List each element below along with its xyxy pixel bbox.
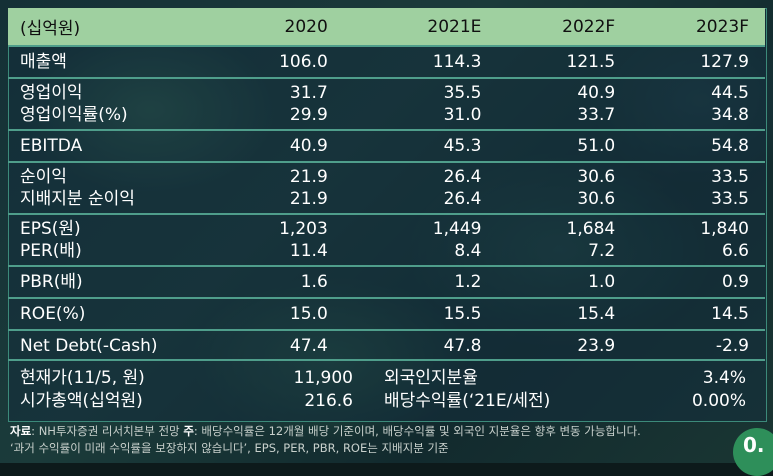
source-text: : NH투자증권 리서치본부 전망 bbox=[31, 424, 184, 438]
unit-header: (십억원) bbox=[20, 19, 81, 39]
row-value: 1,449 bbox=[432, 219, 482, 239]
note-label: 주 bbox=[183, 424, 194, 438]
row-value: 35.5 bbox=[443, 83, 482, 103]
year-header: 2020 bbox=[284, 16, 328, 37]
foreign-ownership-label: 외국인지분율 bbox=[384, 368, 478, 388]
row-value: 23.9 bbox=[577, 336, 616, 356]
row-value: 26.4 bbox=[443, 167, 482, 187]
row-label: 순이익 bbox=[20, 167, 67, 187]
row-label: 지배지분 순이익 bbox=[20, 189, 135, 209]
page-badge: 0. bbox=[733, 428, 773, 476]
row-value: 8.4 bbox=[454, 241, 482, 261]
row-value: 1.6 bbox=[300, 272, 328, 292]
row-value: 47.8 bbox=[443, 336, 482, 356]
row-value: 44.5 bbox=[711, 83, 749, 103]
row-value: 15.4 bbox=[577, 304, 616, 324]
row-value: 21.9 bbox=[289, 167, 328, 187]
row-value: 6.6 bbox=[721, 241, 749, 261]
table-row: PBR(배) 1.6 1.2 1.0 0.9 bbox=[8, 266, 765, 298]
row-value: 7.2 bbox=[588, 241, 616, 261]
year-header: 2022F bbox=[562, 16, 616, 37]
row-value: 30.6 bbox=[577, 167, 616, 187]
row-value: 1.2 bbox=[454, 272, 482, 292]
row-value: 31.0 bbox=[443, 105, 482, 125]
ownership-labels: 외국인지분율 배당수익률(‘21E/세전) bbox=[384, 367, 550, 413]
table-row: Net Debt(-Cash) 47.4 47.8 23.9 -2.9 bbox=[8, 330, 765, 361]
row-value: -2.9 bbox=[715, 336, 749, 356]
row-label: PER(배) bbox=[20, 241, 82, 261]
table-row: ROE(%) 15.0 15.5 15.4 14.5 bbox=[8, 298, 765, 330]
year-header: 2021E bbox=[427, 16, 482, 37]
market-info-labels: 현재가(11/5, 원) 시가총액(십억원) bbox=[20, 367, 145, 413]
market-info-values: 11,900 216.6 bbox=[268, 367, 353, 413]
row-value: 54.8 bbox=[711, 136, 749, 156]
row-value: 51.0 bbox=[577, 136, 616, 156]
market-cap-value: 216.6 bbox=[304, 391, 353, 411]
table-row: EBITDA 40.9 45.3 51.0 54.8 bbox=[8, 130, 765, 162]
dividend-yield-label: 배당수익률(‘21E/세전) bbox=[384, 391, 551, 411]
row-label: PBR(배) bbox=[20, 272, 83, 292]
current-price-value: 11,900 bbox=[293, 368, 353, 388]
row-label: Net Debt(-Cash) bbox=[20, 336, 158, 356]
year-header: 2023F bbox=[695, 16, 749, 37]
foreign-ownership-value: 3.4% bbox=[702, 368, 746, 388]
row-value: 26.4 bbox=[443, 189, 482, 209]
row-label: ROE(%) bbox=[20, 304, 86, 324]
row-value: 0.9 bbox=[721, 272, 749, 292]
market-cap-label: 시가총액(십억원) bbox=[20, 391, 143, 411]
table-row: 순이익 21.9 26.4 30.6 33.5 bbox=[8, 162, 765, 188]
table-header-row: (십억원) 2020 2021E 2022F 2023F bbox=[8, 8, 765, 46]
row-value: 11.4 bbox=[289, 241, 328, 261]
table-row: 영업이익률(%) 29.9 31.0 33.7 34.8 bbox=[8, 104, 765, 130]
row-value: 33.5 bbox=[711, 189, 749, 209]
row-label: EBITDA bbox=[20, 136, 83, 156]
row-value: 40.9 bbox=[289, 136, 328, 156]
row-label: EPS(원) bbox=[20, 219, 81, 239]
source-label: 자료 bbox=[10, 424, 32, 438]
row-value: 34.8 bbox=[711, 105, 749, 125]
table-row: 지배지분 순이익 21.9 26.4 30.6 33.5 bbox=[8, 188, 765, 214]
row-label: 영업이익률(%) bbox=[20, 105, 128, 125]
row-value: 40.9 bbox=[577, 83, 616, 103]
row-value: 45.3 bbox=[443, 136, 482, 156]
financial-forecast-table: (십억원) 2020 2021E 2022F 2023F 매출액 106.0 114… bbox=[8, 8, 765, 361]
dividend-yield-value: 0.00% bbox=[691, 391, 746, 411]
ownership-values: 3.4% 0.00% bbox=[628, 367, 746, 413]
row-label: 매출액 bbox=[20, 52, 67, 72]
current-price-label: 현재가(11/5, 원) bbox=[20, 368, 145, 388]
table-row: EPS(원) 1,203 1,449 1,684 1,840 bbox=[8, 214, 765, 240]
row-value: 47.4 bbox=[289, 336, 328, 356]
table-frame bbox=[8, 8, 767, 422]
row-value: 30.6 bbox=[577, 189, 616, 209]
table-row: PER(배) 11.4 8.4 7.2 6.6 bbox=[8, 240, 765, 266]
row-value: 1,203 bbox=[279, 219, 328, 239]
footnote-line-1: 자료: NH투자증권 리서치본부 전망 주: 배당수익률은 12개월 배당 기준… bbox=[10, 423, 730, 440]
footnote: 자료: NH투자증권 리서치본부 전망 주: 배당수익률은 12개월 배당 기준… bbox=[10, 423, 730, 457]
row-value: 33.5 bbox=[711, 167, 749, 187]
note-text: : 배당수익률은 12개월 배당 기준이며, 배당수익률 및 외국인 지분율은 … bbox=[193, 424, 641, 438]
row-value: 1.0 bbox=[588, 272, 616, 292]
row-value: 114.3 bbox=[432, 52, 482, 72]
footnote-line-2: ‘과거 수익률이 미래 수익률을 보장하지 않습니다’, EPS, PER, P… bbox=[10, 441, 449, 455]
row-value: 31.7 bbox=[289, 83, 328, 103]
row-value: 33.7 bbox=[577, 105, 616, 125]
row-value: 106.0 bbox=[279, 52, 328, 72]
row-value: 14.5 bbox=[711, 304, 749, 324]
row-value: 21.9 bbox=[289, 189, 328, 209]
row-label: 영업이익 bbox=[20, 83, 83, 103]
row-value: 29.9 bbox=[289, 105, 328, 125]
row-value: 1,840 bbox=[700, 219, 749, 239]
row-value: 1,684 bbox=[566, 219, 616, 239]
table-row: 영업이익 31.7 35.5 40.9 44.5 bbox=[8, 78, 765, 104]
table-row: 매출액 106.0 114.3 121.5 127.9 bbox=[8, 46, 765, 78]
market-info-section: 현재가(11/5, 원) 시가총액(십억원) 11,900 216.6 외국인지… bbox=[8, 359, 765, 421]
row-value: 15.0 bbox=[289, 304, 328, 324]
row-value: 121.5 bbox=[566, 52, 616, 72]
row-value: 127.9 bbox=[700, 52, 749, 72]
row-value: 15.5 bbox=[443, 304, 482, 324]
